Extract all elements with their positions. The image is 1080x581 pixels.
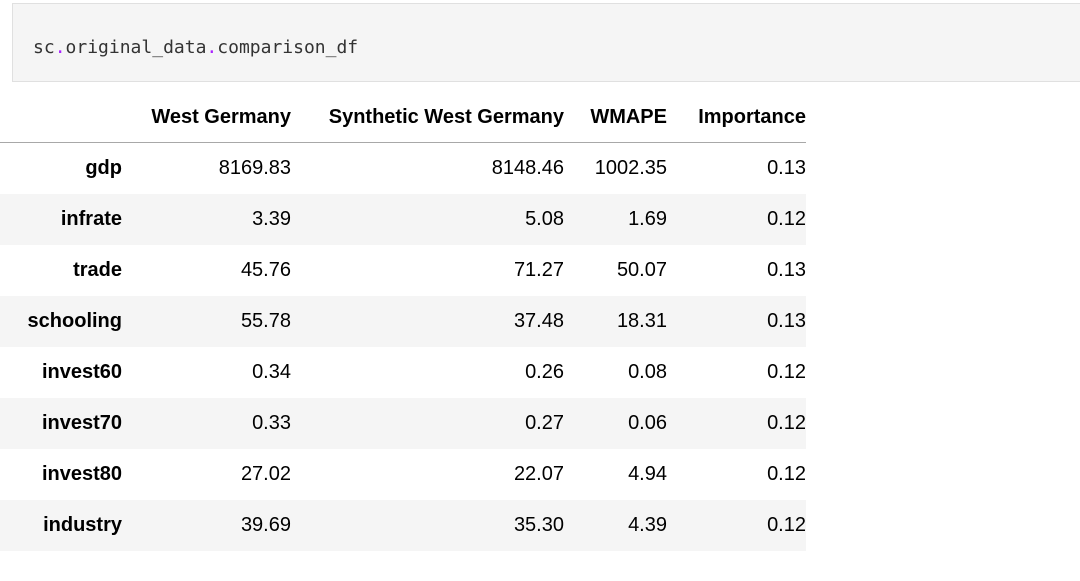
table-cell: 50.07 [616, 258, 667, 281]
code-cell[interactable]: sc.original_data.comparison_df [12, 3, 1080, 82]
table-cell: 5.08 [525, 207, 564, 230]
table-row: invest80 27.02 22.07 4.94 0.12 [0, 449, 806, 500]
table-cell: 71.27 [513, 258, 564, 281]
row-index: invest80 [41, 462, 122, 485]
table-cell: 0.12 [767, 462, 806, 485]
dataframe-table: West Germany Synthetic West Germany WMAP… [0, 92, 806, 551]
column-header: West Germany [122, 92, 291, 143]
code-token: sc [33, 37, 55, 58]
table-cell: 3.39 [252, 207, 291, 230]
table-cell: 0.12 [767, 360, 806, 383]
table-row: gdp 8169.83 8148.46 1002.35 0.13 [0, 143, 806, 194]
code-token: original_data [65, 37, 207, 58]
table-cell: 39.69 [240, 513, 291, 536]
table-cell: 0.13 [767, 309, 806, 332]
table-cell: 0.12 [767, 513, 806, 536]
table-cell: 0.12 [767, 411, 806, 434]
table-cell: 8148.46 [491, 156, 564, 179]
table-row: industry 39.69 35.30 4.39 0.12 [0, 499, 806, 551]
table-cell: 0.34 [252, 360, 291, 383]
code-input[interactable]: sc.original_data.comparison_df [33, 38, 358, 58]
table-cell: 0.13 [767, 156, 806, 179]
table-cell: 0.26 [525, 360, 564, 383]
table-header-row: West Germany Synthetic West Germany WMAP… [0, 92, 806, 143]
table-cell: 22.07 [513, 462, 564, 485]
table-cell: 55.78 [240, 309, 291, 332]
table-cell: 4.94 [628, 462, 667, 485]
table-cell: 0.27 [525, 411, 564, 434]
row-index: infrate [60, 207, 122, 230]
row-index: gdp [85, 156, 122, 179]
table-cell: 0.13 [767, 258, 806, 281]
table-row: invest60 0.34 0.26 0.08 0.12 [0, 347, 806, 398]
table-cell: 1002.35 [594, 156, 667, 179]
column-header: WMAPE [564, 92, 667, 143]
table-cell: 0.12 [767, 207, 806, 230]
cell-output: West Germany Synthetic West Germany WMAP… [0, 92, 806, 551]
table-cell: 35.30 [513, 513, 564, 536]
row-index: invest60 [41, 360, 122, 383]
table-row: trade 45.76 71.27 50.07 0.13 [0, 245, 806, 296]
table-cell: 0.06 [628, 411, 667, 434]
row-index: industry [43, 513, 122, 536]
table-cell: 4.39 [628, 513, 667, 536]
table-row: schooling 55.78 37.48 18.31 0.13 [0, 295, 806, 347]
row-index: schooling [27, 309, 122, 332]
table-cell: 0.33 [252, 411, 291, 434]
table-cell: 45.76 [240, 258, 291, 281]
table-cell: 0.08 [628, 360, 667, 383]
index-header [0, 92, 122, 143]
table-cell: 18.31 [616, 309, 667, 332]
row-index: trade [73, 258, 122, 281]
table-row: infrate 3.39 5.08 1.69 0.12 [0, 193, 806, 245]
code-token: comparison_df [217, 37, 359, 58]
column-header: Synthetic West Germany [291, 92, 564, 143]
table-row: invest70 0.33 0.27 0.06 0.12 [0, 397, 806, 449]
table-cell: 27.02 [240, 462, 291, 485]
table-cell: 1.69 [628, 207, 667, 230]
code-dot: . [206, 37, 218, 58]
column-header: Importance [667, 92, 806, 143]
code-dot: . [54, 37, 66, 58]
table-cell: 8169.83 [218, 156, 291, 179]
table-cell: 37.48 [513, 309, 564, 332]
row-index: invest70 [41, 411, 122, 434]
